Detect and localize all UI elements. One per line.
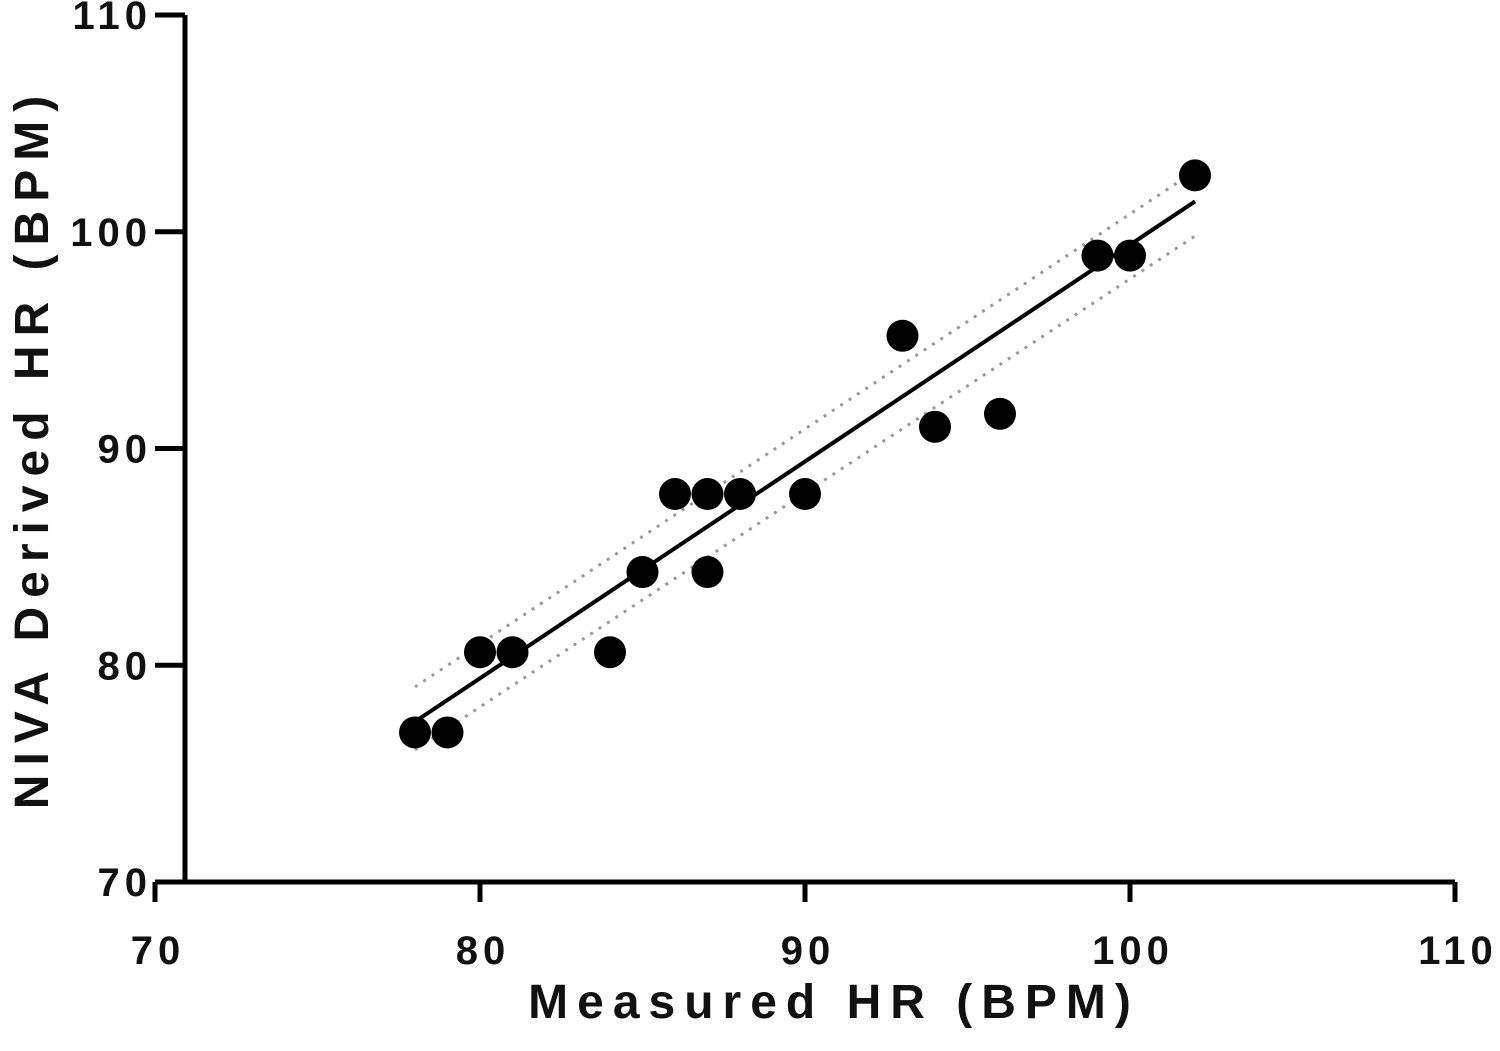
data-point [659, 478, 691, 511]
x-axis-title: Measured HR (BPM) [528, 976, 1140, 1029]
y-tick-label: 80 [98, 644, 153, 688]
data-point [919, 410, 951, 443]
data-point [789, 478, 821, 511]
fit-line [413, 199, 1197, 724]
data-point [886, 319, 919, 352]
x-tick-label: 100 [1092, 929, 1174, 973]
data-point [626, 556, 659, 589]
y-tick-label: 100 [70, 211, 152, 255]
confidence-band [414, 169, 1196, 689]
data-point [1114, 239, 1146, 272]
x-tick-label: 90 [781, 929, 836, 973]
x-tick-label: 70 [131, 929, 186, 973]
y-axis-title: NIVA Derived HR (BPM) [6, 87, 59, 809]
data-point [724, 478, 756, 511]
data-point [691, 478, 724, 511]
x-tick-label: 110 [1418, 929, 1498, 973]
data-point [594, 636, 626, 669]
y-tick-label: 70 [98, 861, 153, 905]
y-tick-label: 90 [98, 428, 153, 472]
data-point [399, 716, 431, 749]
data-point [691, 556, 724, 589]
y-tick-label: 110 [72, 0, 152, 38]
data-point [464, 636, 496, 669]
data-point [984, 397, 1016, 430]
data-point [496, 636, 529, 669]
data-point [1081, 239, 1114, 272]
data-point [431, 716, 464, 749]
x-tick-label: 80 [456, 929, 511, 973]
data-point [1179, 159, 1211, 192]
